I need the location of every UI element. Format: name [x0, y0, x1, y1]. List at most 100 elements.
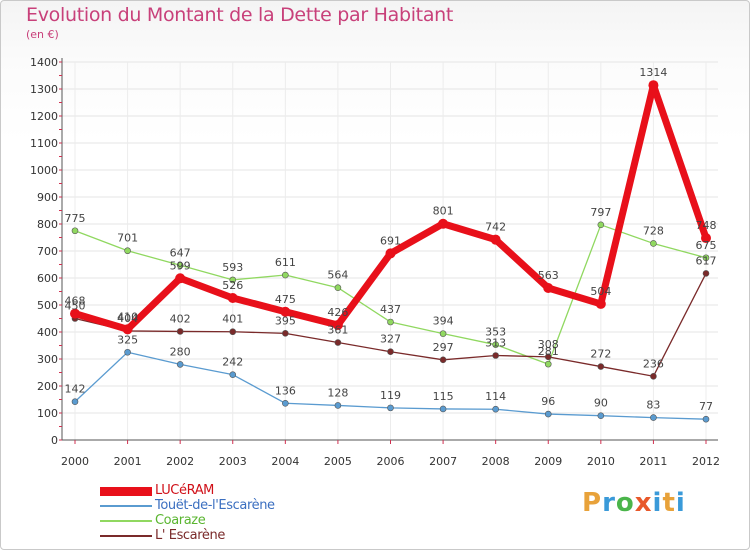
data-label: 611 [275, 256, 296, 269]
data-point [282, 399, 289, 407]
data-label: 119 [380, 389, 401, 402]
data-point [597, 412, 605, 420]
data-point [70, 308, 80, 319]
data-point [280, 306, 291, 317]
data-point [439, 330, 447, 337]
data-label: 136 [275, 384, 296, 397]
x-tick-label: 2004 [271, 455, 299, 468]
data-label: 236 [643, 357, 664, 370]
legend-swatch [100, 505, 152, 507]
data-point [229, 371, 237, 378]
data-point [387, 348, 394, 356]
data-point [492, 352, 499, 359]
data-label: 401 [222, 313, 243, 326]
legend-label: LUCéRAM [155, 483, 215, 498]
data-point [439, 405, 447, 413]
data-label: 272 [590, 348, 611, 361]
data-label: 404 [117, 312, 138, 325]
data-label: 142 [65, 383, 86, 396]
data-label: 647 [170, 246, 191, 259]
data-label: 675 [696, 239, 717, 252]
data-point [71, 227, 79, 235]
data-point [71, 398, 79, 405]
data-point [176, 328, 184, 335]
x-tick-label: 2010 [587, 455, 615, 468]
data-label: 526 [222, 279, 243, 292]
x-tick-label: 2011 [639, 455, 667, 468]
data-point [229, 276, 237, 284]
proxiti-logo: Proxiti [582, 488, 686, 518]
data-label: 701 [117, 232, 138, 245]
data-point [332, 319, 343, 330]
data-point [597, 363, 605, 370]
data-point [597, 221, 605, 229]
legend-label: Coaraze [155, 513, 206, 528]
data-point [124, 348, 131, 356]
logo-letter: t [662, 488, 676, 518]
x-tick-label: 2008 [482, 455, 510, 468]
data-label: 313 [485, 336, 506, 349]
data-point [176, 361, 184, 368]
data-label: 564 [327, 269, 348, 282]
data-point [650, 372, 657, 380]
x-tick-label: 2012 [692, 455, 720, 468]
data-point [701, 233, 711, 244]
data-point [544, 410, 552, 418]
y-tick-label: 1400 [30, 56, 58, 69]
chart-title: Evolution du Montant de la Dette par Hab… [26, 4, 454, 26]
data-label: 775 [65, 212, 86, 225]
data-point [385, 248, 396, 259]
data-point [282, 271, 289, 279]
data-point [282, 330, 289, 337]
legend-label: Touët-de-l'Escarène [155, 498, 275, 513]
x-tick-label: 2001 [114, 455, 142, 468]
y-tick-label: 600 [37, 272, 58, 285]
data-label: 281 [538, 345, 559, 358]
data-point [490, 234, 501, 245]
data-label: 475 [275, 293, 296, 306]
data-point [122, 324, 133, 335]
data-label: 325 [117, 333, 138, 346]
data-point [492, 405, 499, 413]
x-tick-label: 2000 [61, 455, 89, 468]
data-label: 90 [594, 397, 608, 410]
data-point [175, 273, 186, 284]
y-tick-label: 400 [37, 326, 58, 339]
x-tick-label: 2005 [324, 455, 352, 468]
data-point [544, 353, 552, 361]
data-label: 77 [699, 400, 713, 413]
data-label: 402 [170, 312, 191, 325]
data-label: 410 [117, 310, 138, 323]
data-point [334, 402, 342, 409]
legend-swatch [100, 535, 152, 537]
data-label: 728 [643, 224, 664, 237]
data-label: 361 [327, 324, 348, 337]
data-point [334, 339, 342, 346]
data-point [650, 414, 657, 421]
x-tick-label: 2002 [166, 455, 194, 468]
data-point [438, 218, 449, 229]
data-label: 748 [696, 219, 717, 232]
data-label: 1314 [639, 66, 667, 79]
data-label: 308 [538, 338, 559, 351]
data-label: 742 [485, 221, 506, 234]
data-point [439, 356, 447, 364]
data-point [544, 360, 552, 368]
data-label: 394 [433, 315, 454, 328]
data-point [702, 270, 710, 277]
data-point [702, 254, 710, 262]
data-point [387, 318, 394, 326]
data-label: 242 [222, 356, 243, 369]
y-tick-label: 1300 [30, 83, 58, 96]
data-point [648, 80, 659, 91]
data-label: 599 [170, 259, 191, 272]
data-label: 593 [222, 261, 243, 274]
data-point [227, 292, 238, 303]
data-label: 114 [485, 390, 506, 403]
data-label: 801 [433, 205, 454, 218]
logo-letter: x [634, 488, 653, 518]
x-tick-label: 2009 [534, 455, 562, 468]
logo-letter: P [582, 488, 603, 518]
y-tick-label: 1200 [30, 110, 58, 123]
data-label: 563 [538, 269, 559, 282]
